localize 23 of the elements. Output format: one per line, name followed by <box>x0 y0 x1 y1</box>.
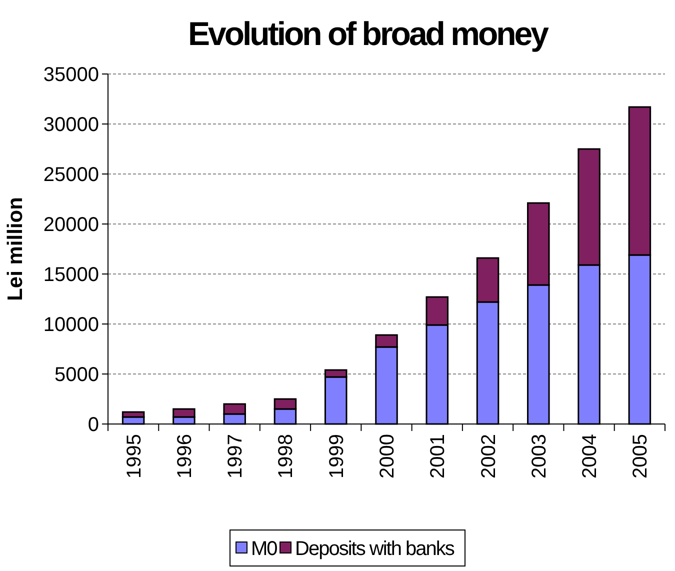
y-axis-title: Lei million <box>4 197 27 301</box>
x-tick-label: 2005 <box>630 434 652 478</box>
legend-label: M0 <box>251 538 278 560</box>
x-tick-label: 2001 <box>427 434 450 478</box>
y-tick-label: 10000 <box>43 314 99 336</box>
y-tick-label: 5000 <box>54 364 99 386</box>
x-tick-label: 1998 <box>275 434 298 478</box>
y-tick-label: 20000 <box>43 214 99 236</box>
x-tick-label: 2002 <box>478 434 500 478</box>
y-tick-label: 0 <box>88 414 99 436</box>
y-tick-label: 30000 <box>43 114 99 136</box>
x-tick-label: 1999 <box>326 434 348 478</box>
legend-label: Deposits with banks <box>295 538 455 560</box>
y-tick-label: 35000 <box>43 64 99 86</box>
x-tick-label: 2003 <box>528 434 550 478</box>
chart-title: Evolution of broad money <box>188 15 550 52</box>
x-tick-label: 1997 <box>224 434 247 478</box>
y-tick-label: 15000 <box>43 264 99 286</box>
x-tick-label: 2004 <box>579 434 602 478</box>
y-tick-label: 25000 <box>43 164 99 186</box>
x-tick-label: 2000 <box>376 434 398 478</box>
x-tick-label: 1995 <box>123 434 146 478</box>
x-tick-label: 1996 <box>174 434 196 478</box>
